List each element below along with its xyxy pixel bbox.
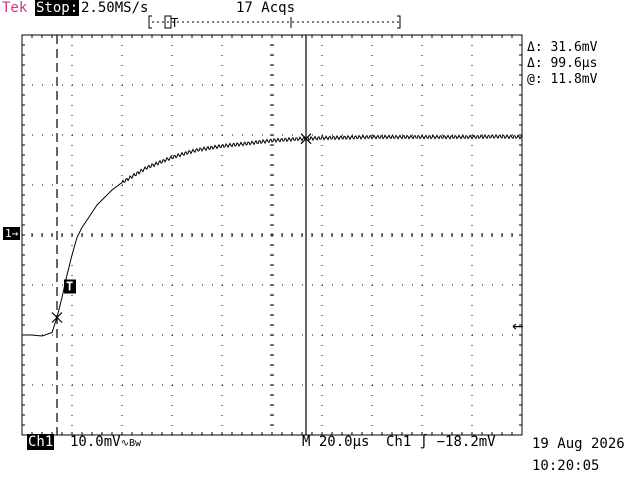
acquisition-state: Stop: <box>35 0 80 16</box>
trigger-marker: T <box>66 280 73 294</box>
brand-label: Tek <box>2 0 28 16</box>
channel-ground-marker: 1→ <box>3 227 21 240</box>
record-window <box>164 15 172 29</box>
trigger-settings: Ch1 ∫ −18.2mV <box>386 434 496 450</box>
sample-rate: 2.50MS/s <box>81 0 149 16</box>
record-position-bracket: T <box>148 15 401 30</box>
channel-label: Ch1 <box>27 434 55 450</box>
cursor-1-crosshair <box>51 312 63 323</box>
date-readout: 19 Aug 2026 <box>532 436 625 452</box>
cursor-2-crosshair <box>300 133 312 145</box>
waveform-line <box>22 133 523 337</box>
vertical-scale: 10.0mV∿Bw <box>70 434 141 450</box>
timebase: M 20.0μs <box>302 434 370 450</box>
time-readout: 10:20:05 <box>532 458 600 474</box>
trigger-marker-box <box>64 279 76 294</box>
measurement-delta-time: Δ: 99.6μs <box>527 56 598 71</box>
record-trigger-glyph: T <box>171 16 178 30</box>
waveform-markers: T← <box>51 133 524 335</box>
graticule <box>21 34 523 436</box>
measurement-at-voltage: @: 11.8mV <box>527 72 598 87</box>
record-bracket-right <box>397 15 401 29</box>
time-cursors[interactable] <box>56 35 307 435</box>
cursor-measurements: Δ: 31.6mV Δ: 99.6μs @: 11.8mV <box>527 40 597 88</box>
measurement-delta-voltage: Δ: 31.6mV <box>527 40 598 55</box>
waveform-trace <box>22 133 523 337</box>
trigger-level-arrow: ← <box>512 319 524 335</box>
acquisition-count: 17 Acqs <box>236 0 296 16</box>
record-bracket-left <box>148 15 152 29</box>
